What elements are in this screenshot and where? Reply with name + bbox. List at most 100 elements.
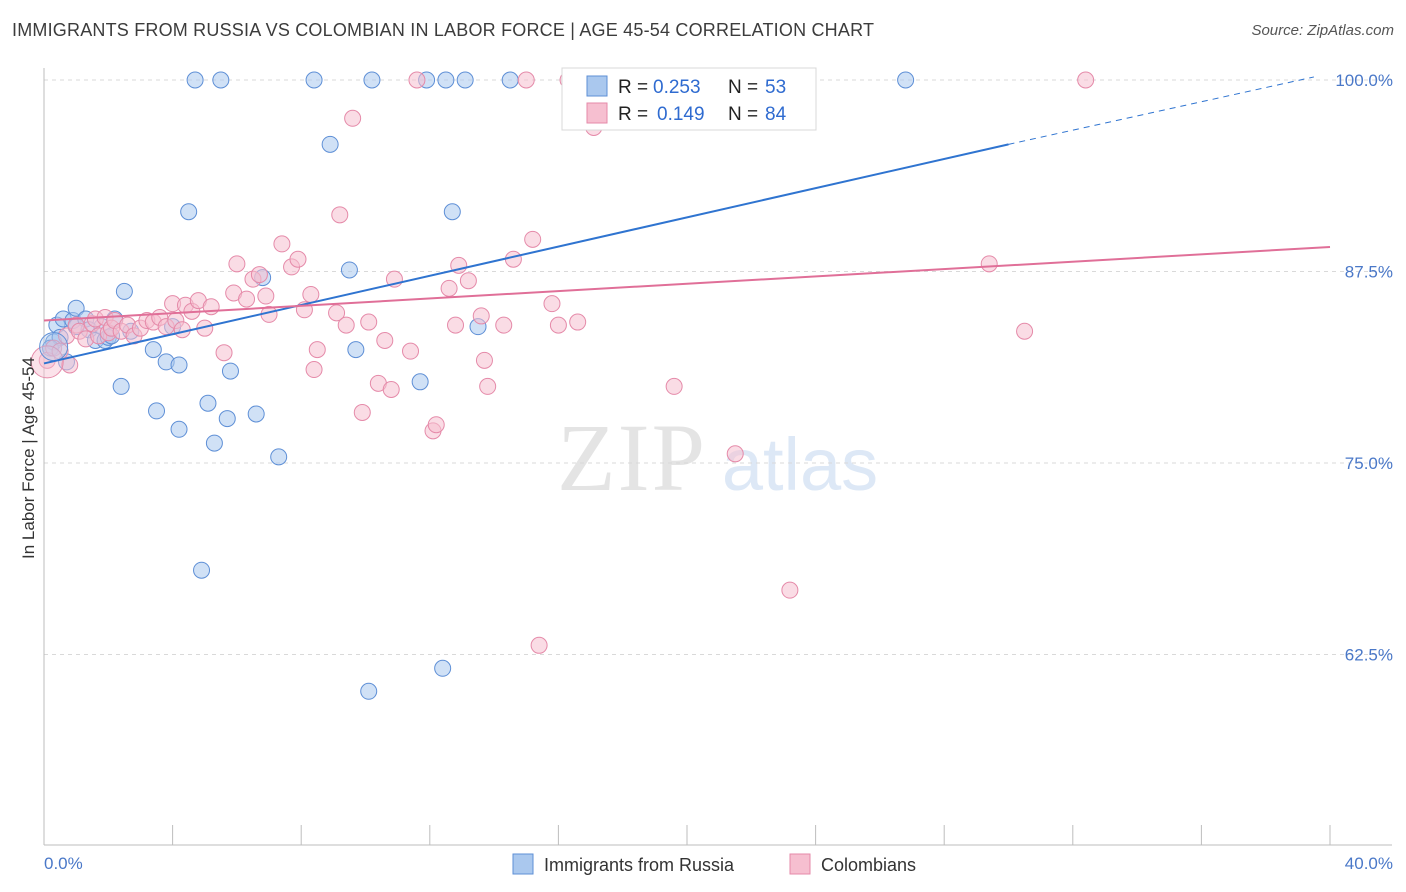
- point-russia: [67, 299, 85, 317]
- point-russia: [193, 561, 211, 579]
- point-colombians: [504, 250, 522, 268]
- point-russia: [221, 362, 239, 380]
- point-colombians: [273, 235, 291, 253]
- point-colombians: [360, 313, 378, 331]
- point-colombians: [337, 316, 355, 334]
- point-russia: [501, 71, 519, 89]
- point-colombians: [475, 351, 493, 369]
- point-colombians: [376, 331, 394, 349]
- grid-lines: [44, 79, 1392, 655]
- point-russia: [411, 373, 429, 391]
- point-colombians: [257, 287, 275, 305]
- point-colombians: [402, 342, 420, 360]
- point-colombians: [459, 272, 477, 290]
- x-tick-label: 0.0%: [44, 854, 83, 873]
- tick-labels: 100.0% 87.5% 75.0% 62.5% 0.0% 40.0%: [44, 71, 1393, 873]
- point-colombians: [408, 71, 426, 89]
- point-russia: [144, 341, 162, 359]
- point-colombians: [472, 307, 490, 325]
- point-colombians: [228, 255, 246, 273]
- point-colombians: [543, 295, 561, 313]
- point-russia: [363, 71, 381, 89]
- point-colombians: [447, 316, 465, 334]
- point-colombians: [238, 290, 256, 308]
- point-colombians: [328, 304, 346, 322]
- point-russia: [360, 682, 378, 700]
- point-russia: [148, 402, 166, 420]
- x-tick-label: 40.0%: [1345, 854, 1393, 873]
- watermark-zip: ZIP: [557, 404, 707, 511]
- y-axis-label: In Labor Force | Age 45-54: [19, 357, 38, 559]
- point-colombians: [173, 321, 191, 339]
- point-russia: [321, 135, 339, 153]
- point-colombians: [344, 109, 362, 127]
- data-points: [30, 71, 1095, 700]
- source-credit: Source: ZipAtlas.com: [1251, 22, 1394, 39]
- point-russia: [180, 203, 198, 221]
- point-colombians: [980, 255, 998, 273]
- point-russia-cluster: [39, 332, 69, 362]
- point-colombians: [781, 581, 799, 599]
- point-colombians: [517, 71, 535, 89]
- legend-r-label-pink: R =: [618, 104, 648, 125]
- point-russia: [270, 448, 288, 466]
- point-colombians: [250, 266, 268, 284]
- trend-line-russia: [43, 143, 1009, 365]
- point-russia: [205, 434, 223, 452]
- point-colombians: [530, 636, 548, 654]
- point-russia: [437, 71, 455, 89]
- point-colombians: [353, 403, 371, 421]
- point-russia: [247, 405, 265, 423]
- point-colombians: [479, 377, 497, 395]
- point-colombians: [202, 298, 220, 316]
- legend-n-value-pink: 84: [765, 104, 787, 125]
- legend-n-label-blue: N =: [728, 77, 758, 98]
- point-colombians: [382, 380, 400, 398]
- trend-lines: [43, 76, 1331, 365]
- point-colombians: [549, 316, 567, 334]
- y-tick-label: 87.5%: [1345, 263, 1393, 282]
- point-colombians: [665, 377, 683, 395]
- point-russia: [347, 341, 365, 359]
- trend-line-colombians: [43, 245, 1331, 322]
- series-swatch-russia: [512, 853, 534, 875]
- watermark-atlas: atlas: [722, 423, 878, 506]
- point-russia: [186, 71, 204, 89]
- point-colombians: [289, 250, 307, 268]
- legend-swatch-pink: [586, 102, 608, 124]
- y-tick-label: 100.0%: [1335, 71, 1393, 90]
- point-russia: [170, 356, 188, 374]
- series-label-colombians: Colombians: [821, 855, 916, 875]
- point-colombians: [302, 285, 320, 303]
- point-russia: [443, 203, 461, 221]
- axes: [43, 68, 1392, 846]
- point-colombians: [331, 206, 349, 224]
- series-swatch-colombians: [789, 853, 811, 875]
- legend-swatch-blue: [586, 75, 608, 97]
- point-russia: [112, 377, 130, 395]
- point-russia: [170, 420, 188, 438]
- legend-r-value-blue: 0.253: [653, 77, 701, 98]
- point-colombians: [495, 316, 513, 334]
- legend-r-value-pink: 0.149: [657, 104, 705, 125]
- point-russia: [305, 71, 323, 89]
- legend-n-value-blue: 53: [765, 77, 786, 98]
- point-russia: [212, 71, 230, 89]
- point-colombians: [726, 445, 744, 463]
- series-legend: Immigrants from Russia Colombians: [512, 853, 916, 875]
- legend-n-label-pink: N =: [728, 104, 758, 125]
- point-colombians: [427, 416, 445, 434]
- point-colombians: [524, 230, 542, 248]
- y-tick-label: 75.0%: [1345, 454, 1393, 473]
- point-colombians: [215, 344, 233, 362]
- point-russia: [218, 410, 236, 428]
- y-tick-label: 62.5%: [1345, 646, 1393, 665]
- point-russia: [897, 71, 915, 89]
- series-label-russia: Immigrants from Russia: [544, 855, 735, 875]
- legend-r-label-blue: R =: [618, 77, 648, 98]
- point-colombians: [1077, 71, 1095, 89]
- point-colombians: [305, 361, 323, 379]
- trend-line-russia-extension: [1008, 76, 1315, 145]
- point-russia: [456, 71, 474, 89]
